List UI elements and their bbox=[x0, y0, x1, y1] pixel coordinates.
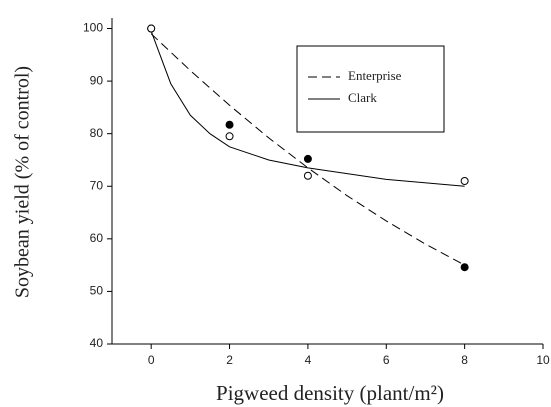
point bbox=[225, 132, 234, 141]
point bbox=[147, 24, 156, 33]
x-tick-label: 0 bbox=[148, 353, 155, 367]
x-tick-label: 4 bbox=[305, 353, 312, 367]
legend-label: Clark bbox=[348, 90, 377, 105]
y-tick-label: 60 bbox=[90, 231, 104, 245]
y-tick-label: 70 bbox=[90, 178, 104, 192]
y-axis-label: Soybean yield (% of control) bbox=[12, 66, 34, 298]
x-tick-label: 2 bbox=[226, 353, 233, 367]
point bbox=[303, 171, 312, 180]
point bbox=[460, 263, 469, 272]
legend-label: Enterprise bbox=[348, 68, 402, 83]
point bbox=[460, 177, 469, 185]
y-tick-label: 50 bbox=[90, 284, 104, 298]
y-tick-label: 100 bbox=[83, 21, 103, 35]
y-tick-label: 80 bbox=[90, 126, 104, 140]
x-tick-label: 10 bbox=[536, 353, 550, 367]
fit-line bbox=[150, 33, 465, 266]
point bbox=[225, 120, 234, 129]
fit-line bbox=[150, 30, 465, 187]
x-axis-label: Pigweed density (plant/m²) bbox=[216, 381, 444, 405]
y-tick-label: 40 bbox=[90, 336, 104, 350]
legend-box bbox=[296, 45, 445, 133]
y-tick-label: 90 bbox=[90, 73, 104, 87]
point bbox=[303, 154, 312, 163]
x-tick-label: 8 bbox=[461, 353, 468, 367]
x-tick-label: 6 bbox=[383, 353, 390, 367]
